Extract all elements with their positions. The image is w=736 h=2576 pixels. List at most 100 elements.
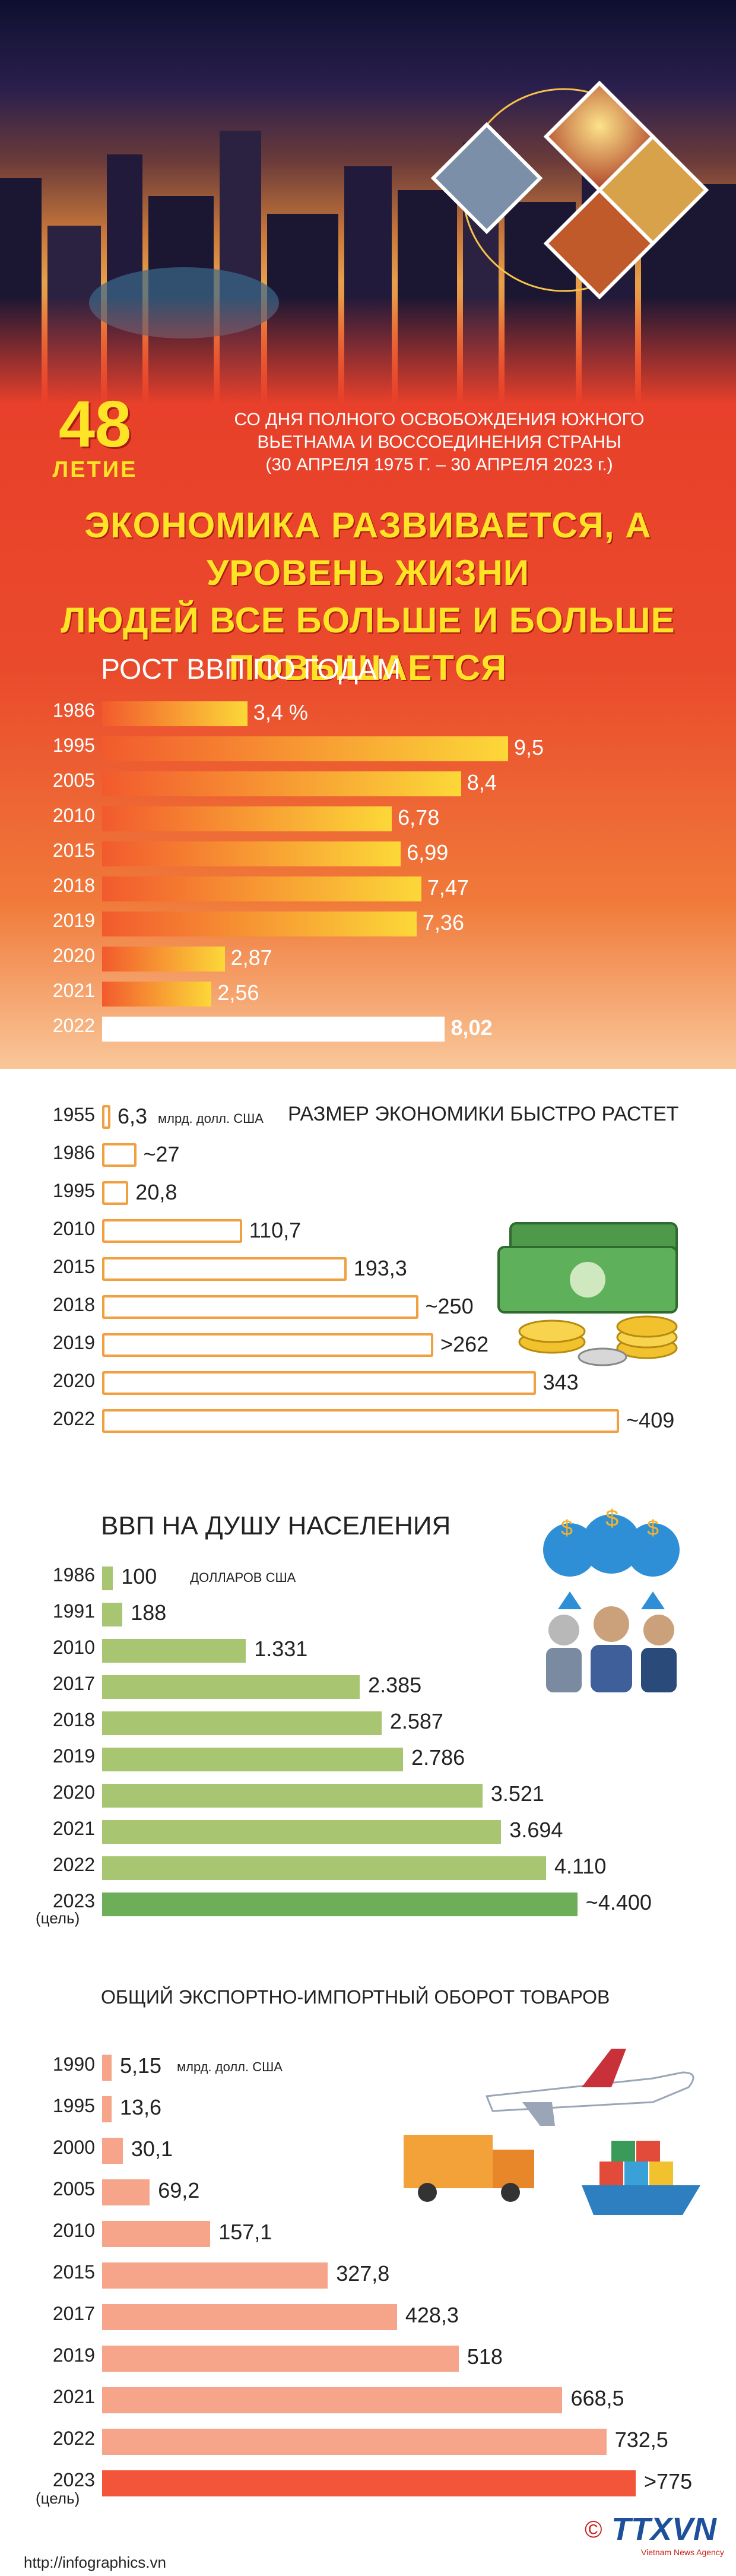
ttxvn-logo-sub: Vietnam News Agency — [641, 2547, 724, 2557]
chart1-value-label: 2,56 — [217, 980, 259, 1005]
chart1-year-label: 2018 — [52, 875, 95, 896]
chart1-bar — [102, 771, 461, 796]
chart2-bar — [102, 1105, 110, 1129]
chart4-value-label: 157,1 — [218, 2220, 272, 2244]
anniversary-word: ЛЕТИЕ — [52, 457, 138, 482]
money-stack-icon — [497, 1222, 678, 1366]
headline-line2: ЛЮДЕЙ ВСЕ БОЛЬШЕ И БОЛЬШЕ ПОВЫШАЕТСЯ — [61, 600, 675, 688]
chart3-year-label: 2018 — [52, 1709, 95, 1730]
chart4-bar — [102, 2221, 211, 2247]
chart2-bar — [102, 1295, 418, 1319]
chart4-bar — [102, 2138, 123, 2164]
chart2-economy-size: 1955 6,3 млрд. долл. США 1986 ~27 1995 20,8 201… — [0, 1102, 736, 1458]
transport-icon — [404, 2049, 700, 2215]
chart2-year-label: 2018 — [52, 1294, 95, 1315]
chart4-value-label: 327,8 — [336, 2261, 390, 2286]
chart4-bar — [102, 2346, 459, 2372]
subtitle-line2: ВЬЕТНАМА И ВОССОЕДИНЕНИЯ СТРАНЫ — [257, 432, 621, 452]
chart3-year-label: 1986 — [52, 1564, 95, 1586]
chart2-value-label: 193,3 — [353, 1256, 407, 1280]
chart3-bar — [102, 1856, 547, 1880]
chart3-value-label: 3.521 — [490, 1781, 544, 1806]
chart2-year-label: 2022 — [52, 1408, 95, 1429]
chart1-bar — [102, 876, 421, 901]
chart2-value-label: 343 — [543, 1370, 579, 1394]
chart4-bar — [102, 2055, 112, 2081]
chart1-year-label: 2020 — [52, 945, 95, 966]
subtitle-line1: СО ДНЯ ПОЛНОГО ОСВОБОЖДЕНИЯ ЮЖНОГО — [234, 410, 645, 429]
chart2-value-label: 110,7 — [249, 1218, 302, 1242]
chart3-bar — [102, 1893, 578, 1916]
footer-url[interactable]: http://infographics.vn — [24, 2553, 166, 2571]
chart3-unit-note: ДОЛЛАРОВ США — [190, 1570, 296, 1585]
chart2-bar — [102, 1257, 347, 1281]
chart1-bar — [102, 1017, 445, 1042]
chart3-gdp-per-capita: 1986 100 ДОЛЛАРОВ США 1991 188 2010 1.331 2017 2… — [0, 1562, 736, 1930]
chart4-bar — [102, 2470, 636, 2496]
chart1-title: РОСТ ВВП ПО ГОДАМ — [101, 654, 401, 685]
people-income-icon: $ $ $ — [543, 1508, 680, 1692]
chart1-value-label: 8,02 — [451, 1015, 493, 1040]
chart1-value-label: 3,4 % — [253, 700, 308, 724]
chart4-value-label: 69,2 — [158, 2178, 200, 2202]
chart3-value-label: 2.385 — [368, 1673, 422, 1697]
chart1-bar — [102, 982, 212, 1007]
chart2-value-label: ~250 — [425, 1294, 474, 1318]
chart3-year-label: 2021 — [52, 1818, 95, 1839]
chart4-bar — [102, 2387, 563, 2413]
chart1-year-label: 2021 — [52, 980, 95, 1001]
chart4-bar — [102, 2262, 328, 2289]
chart1-year-label: 2005 — [52, 770, 95, 791]
chart3-value-label: 188 — [131, 1600, 167, 1625]
chart3-year-label: 2017 — [52, 1673, 95, 1694]
chart1-value-label: 7,36 — [422, 910, 464, 935]
chart1-value-label: 7,47 — [427, 875, 469, 900]
chart4-trade-turnover: 1990 5,15 млрд. долл. США 1995 13,6 2000 30,1 2… — [0, 2049, 736, 2512]
chart3-title: ВВП НА ДУШУ НАСЕЛЕНИЯ — [101, 1511, 451, 1540]
chart3-bar — [102, 1639, 246, 1663]
chart4-value-label: 732,5 — [614, 2428, 668, 2452]
chart4-year-label: 1995 — [52, 2095, 95, 2116]
chart4-unit-note: млрд. долл. США — [177, 2059, 283, 2074]
chart1-bar — [102, 701, 248, 726]
chart4-year-label: 2022 — [52, 2428, 95, 2449]
chart3-value-label: 100 — [121, 1564, 157, 1588]
chart3-year-label: 2022 — [52, 1854, 95, 1875]
chart3-bar — [102, 1784, 483, 1808]
chart3-value-label: 3.694 — [509, 1818, 563, 1842]
chart2-unit-note: млрд. долл. США — [158, 1111, 264, 1126]
chart3-value-label: 2.587 — [389, 1709, 443, 1733]
chart4-bar — [102, 2179, 150, 2205]
chart2-value-label: >262 — [440, 1332, 489, 1356]
chart4-value-label: 30,1 — [131, 2137, 173, 2161]
copyright-icon: © — [585, 2517, 602, 2543]
chart1-year-label: 2022 — [52, 1015, 95, 1036]
chart4-year-label: 2010 — [52, 2220, 95, 2241]
ttxvn-logo: TTXVN — [611, 2511, 717, 2547]
hero-illustration — [0, 0, 736, 404]
chart4-year-label: 2000 — [52, 2137, 95, 2158]
subtitle-line3: (30 АПРЕЛЯ 1975 Г. – 30 АПРЕЛЯ 2023 г.) — [265, 455, 613, 474]
chart4-value-label: 13,6 — [120, 2095, 162, 2119]
chart3-bar — [102, 1820, 502, 1844]
chart4-year-label: 2023 — [52, 2469, 95, 2490]
anniversary-number: 48 — [58, 388, 132, 461]
chart2-year-label: 1955 — [52, 1104, 95, 1125]
chart1-value-label: 6,78 — [398, 805, 440, 830]
chart4-target-note: (цель) — [36, 2489, 80, 2507]
chart2-value-label: 6,3 — [118, 1104, 148, 1128]
chart2-bar — [102, 1219, 242, 1243]
chart1-value-label: 8,4 — [467, 770, 497, 795]
chart2-title: РАЗМЕР ЭКОНОМИКИ БЫСТРО РАСТЕТ — [288, 1103, 679, 1125]
svg-text:$: $ — [605, 1508, 618, 1531]
chart2-year-label: 2019 — [52, 1332, 95, 1353]
chart4-year-label: 2019 — [52, 2344, 95, 2366]
chart3-bar — [102, 1711, 382, 1735]
chart1-bar — [102, 736, 508, 761]
headline-line1: ЭКОНОМИКА РАЗВИВАЕТСЯ, А УРОВЕНЬ ЖИЗНИ — [84, 505, 652, 593]
chart2-value-label: 20,8 — [135, 1180, 177, 1204]
chart4-value-label: 518 — [467, 2344, 503, 2369]
chart2-value-label: ~409 — [626, 1408, 675, 1432]
chart3-bar — [102, 1567, 113, 1590]
chart1-value-label: 6,99 — [407, 840, 449, 865]
